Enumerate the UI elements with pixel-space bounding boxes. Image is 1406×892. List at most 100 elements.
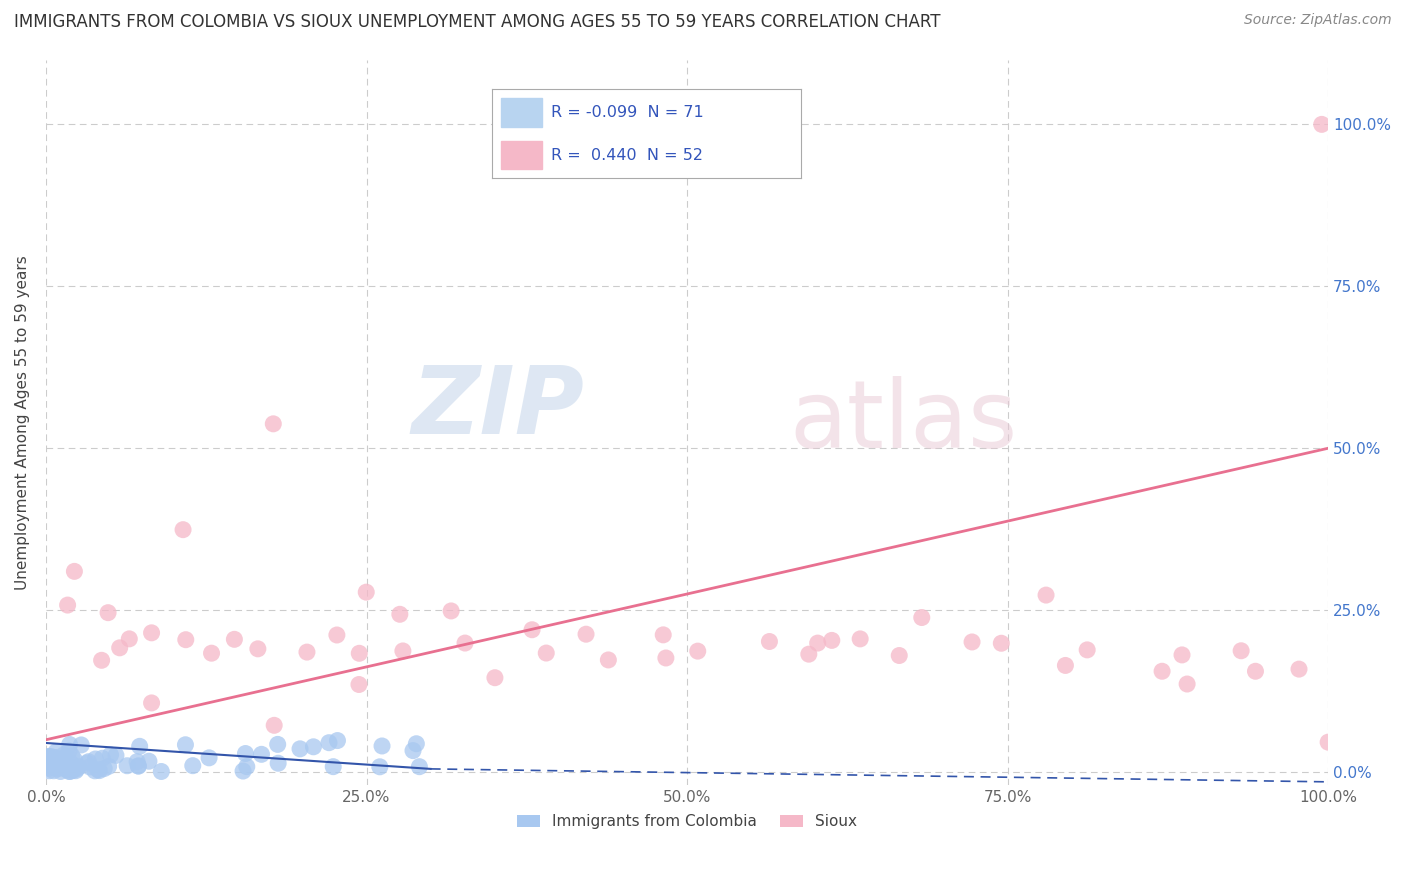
Text: IMMIGRANTS FROM COLOMBIA VS SIOUX UNEMPLOYMENT AMONG AGES 55 TO 59 YEARS CORRELA: IMMIGRANTS FROM COLOMBIA VS SIOUX UNEMPL… <box>14 13 941 31</box>
Point <box>138 754 160 768</box>
Point <box>821 633 844 648</box>
Point <box>408 760 430 774</box>
Point <box>58 764 80 779</box>
Point <box>97 606 120 620</box>
Point <box>127 759 149 773</box>
Point <box>46 762 69 776</box>
Point <box>246 641 269 656</box>
Point <box>371 739 394 753</box>
Point <box>87 763 110 777</box>
Point <box>267 756 290 771</box>
Point <box>1317 735 1340 749</box>
Point <box>1035 588 1057 602</box>
Point <box>402 743 425 757</box>
Point <box>44 750 66 764</box>
Point <box>960 635 983 649</box>
Point <box>295 645 318 659</box>
Point <box>63 565 86 579</box>
Point <box>236 759 259 773</box>
Point <box>520 623 543 637</box>
Point <box>911 610 934 624</box>
Point <box>172 523 194 537</box>
Point <box>62 764 84 778</box>
Point <box>53 750 76 764</box>
Point <box>326 628 349 642</box>
Point <box>288 742 311 756</box>
Point <box>108 640 131 655</box>
Point <box>70 738 93 752</box>
Point <box>127 755 149 769</box>
Point <box>655 651 678 665</box>
Point <box>174 632 197 647</box>
Point <box>56 759 79 773</box>
Point <box>405 737 427 751</box>
Point <box>60 748 83 763</box>
Text: atlas: atlas <box>790 376 1018 468</box>
Point <box>38 749 60 764</box>
Point <box>758 634 780 648</box>
Point <box>263 718 285 732</box>
Point <box>368 760 391 774</box>
Point <box>150 764 173 779</box>
Point <box>349 646 371 660</box>
Point <box>91 751 114 765</box>
Text: ZIP: ZIP <box>412 362 585 454</box>
Point <box>141 625 163 640</box>
Point <box>52 752 75 766</box>
Point <box>440 604 463 618</box>
Point <box>97 759 120 773</box>
Point <box>38 764 60 778</box>
Point <box>200 646 222 660</box>
Text: R =  0.440  N = 52: R = 0.440 N = 52 <box>551 148 703 162</box>
Point <box>52 760 75 774</box>
Point <box>797 647 820 661</box>
Point <box>48 759 70 773</box>
Point <box>267 738 290 752</box>
Point <box>990 636 1012 650</box>
Point <box>56 598 79 612</box>
Point <box>44 761 66 775</box>
Point <box>354 585 377 599</box>
Point <box>118 632 141 646</box>
Point <box>52 747 75 762</box>
Point <box>484 671 506 685</box>
Point <box>1054 658 1077 673</box>
Point <box>41 749 63 764</box>
Legend: Immigrants from Colombia, Sioux: Immigrants from Colombia, Sioux <box>510 808 863 836</box>
Point <box>536 646 558 660</box>
Point <box>76 756 98 770</box>
Point <box>392 644 415 658</box>
Point <box>262 417 284 431</box>
Point <box>1288 662 1310 676</box>
Point <box>90 653 112 667</box>
Point <box>322 759 344 773</box>
FancyBboxPatch shape <box>502 141 541 169</box>
Point <box>1310 117 1333 131</box>
Point <box>232 764 254 778</box>
Point <box>1175 677 1198 691</box>
Point <box>575 627 598 641</box>
Point <box>67 760 90 774</box>
Point <box>38 749 60 764</box>
Point <box>100 747 122 762</box>
Point <box>889 648 911 663</box>
Point <box>250 747 273 762</box>
Point <box>1152 665 1174 679</box>
Point <box>89 764 111 778</box>
Text: R = -0.099  N = 71: R = -0.099 N = 71 <box>551 105 703 120</box>
Point <box>48 758 70 772</box>
Point <box>58 744 80 758</box>
Point <box>181 758 204 772</box>
Point <box>59 756 82 771</box>
Point <box>347 677 370 691</box>
Point <box>1230 644 1253 658</box>
Point <box>93 762 115 776</box>
Point <box>83 764 105 778</box>
Point <box>652 628 675 642</box>
Point <box>1076 643 1098 657</box>
Point <box>302 739 325 754</box>
Point <box>115 758 138 772</box>
Point <box>45 745 67 759</box>
Point <box>388 607 411 622</box>
Point <box>1171 648 1194 662</box>
